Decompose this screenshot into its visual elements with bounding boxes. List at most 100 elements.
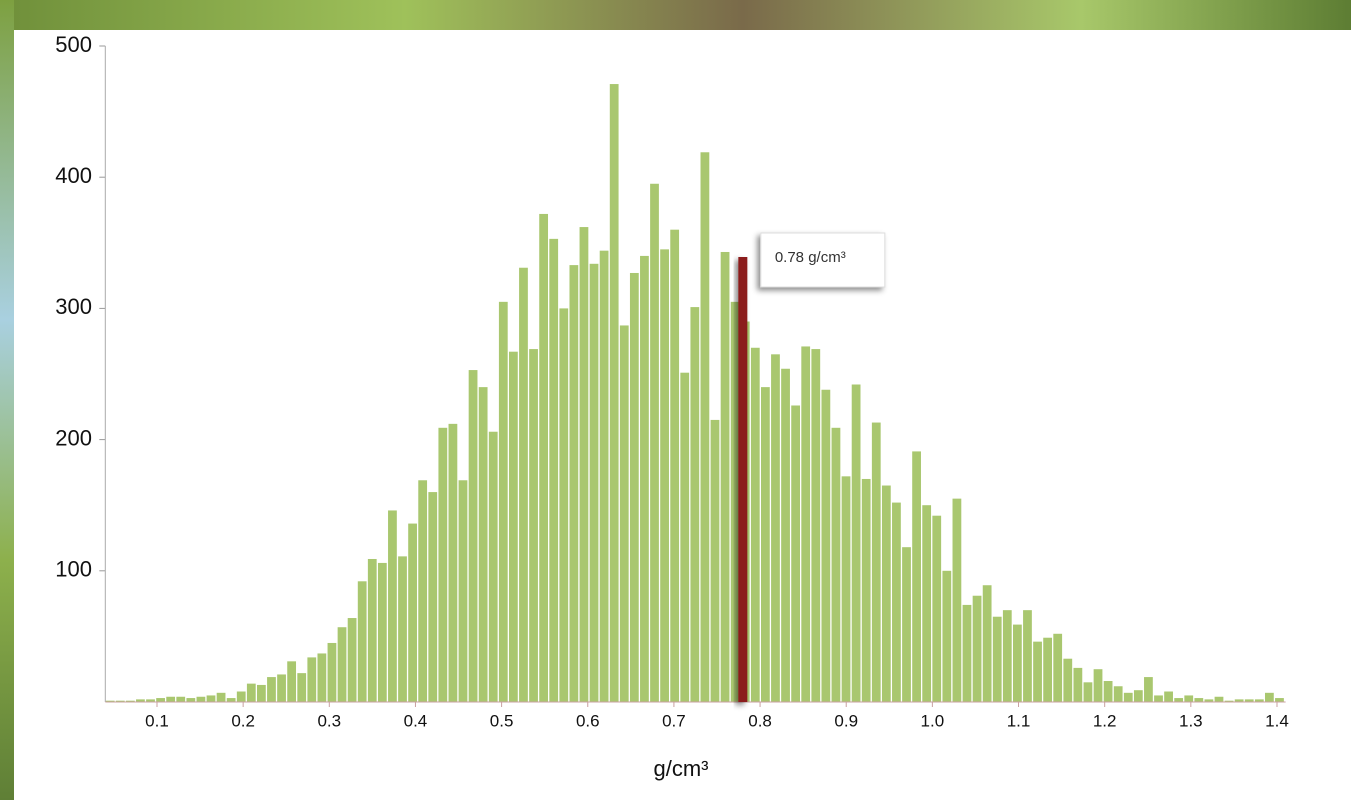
histogram-bar	[912, 451, 921, 702]
histogram-bar	[408, 524, 417, 702]
background-photo-left	[0, 0, 14, 800]
histogram-bar	[378, 563, 387, 702]
x-tick-label: 0.3	[317, 711, 341, 730]
x-tick-label: 0.8	[748, 711, 772, 730]
y-tick-label: 400	[55, 163, 92, 188]
histogram-bar	[1104, 681, 1113, 702]
histogram-bar	[418, 480, 427, 702]
histogram-bar	[338, 627, 347, 702]
histogram-bar	[922, 505, 931, 702]
y-tick-label: 200	[55, 425, 92, 450]
histogram-bar	[186, 698, 195, 702]
x-tick-label: 1.3	[1179, 711, 1203, 730]
histogram-bar	[358, 581, 367, 702]
x-tick-label: 0.2	[231, 711, 255, 730]
histogram-bar	[1134, 690, 1143, 702]
histogram-bar	[388, 510, 397, 702]
histogram-bar	[1114, 686, 1123, 702]
histogram-bar	[832, 428, 841, 702]
histogram-bar	[1073, 668, 1082, 702]
histogram-bar	[1033, 642, 1042, 702]
x-tick-label: 1.2	[1093, 711, 1117, 730]
x-tick-label: 0.6	[576, 711, 600, 730]
histogram-bar	[771, 354, 780, 702]
histogram-bar	[197, 697, 206, 702]
x-axis-label: g/cm³	[654, 756, 709, 781]
x-tick-label: 0.7	[662, 711, 686, 730]
histogram-bar	[953, 499, 962, 702]
histogram-bar	[156, 698, 165, 702]
histogram-bar	[1013, 625, 1022, 702]
histogram-bar	[932, 516, 941, 702]
histogram-bar	[449, 424, 458, 702]
histogram-bar	[438, 428, 447, 702]
histogram-bar	[1053, 634, 1062, 702]
x-tick-label: 1.1	[1007, 711, 1031, 730]
histogram-bar	[1124, 693, 1133, 702]
histogram-bar	[398, 556, 407, 702]
histogram-bar	[680, 373, 689, 702]
histogram-bar	[569, 265, 578, 702]
histogram-bar	[993, 617, 1002, 702]
histogram-bar	[297, 673, 306, 702]
histogram-bar	[852, 384, 861, 702]
histogram-bar	[287, 661, 296, 702]
histogram-bar	[811, 349, 820, 702]
histogram-bar	[983, 585, 992, 702]
background-photo-top	[0, 0, 1351, 30]
histogram-bar	[1215, 697, 1224, 702]
histogram-bar	[892, 503, 901, 702]
histogram-bar	[963, 605, 972, 702]
histogram-bar	[1184, 695, 1193, 702]
histogram-bar	[650, 184, 659, 702]
histogram-bar	[1154, 695, 1163, 702]
histogram-bar	[499, 302, 508, 702]
histogram-bar	[348, 618, 357, 702]
histogram-bar	[942, 571, 951, 702]
histogram-bar	[227, 698, 236, 702]
histogram-bar	[862, 479, 871, 702]
histogram-bar	[166, 697, 175, 702]
histogram-bar	[509, 352, 518, 702]
histogram-bar	[277, 674, 286, 702]
histogram-bar	[549, 239, 558, 702]
histogram-bar	[1003, 610, 1012, 702]
histogram-bar	[690, 307, 699, 702]
histogram-bar	[781, 369, 790, 702]
histogram-bar	[469, 370, 478, 702]
histogram-bar	[176, 697, 185, 702]
histogram-bar	[237, 692, 246, 702]
histogram-bar	[701, 152, 710, 702]
histogram-bar	[317, 653, 326, 702]
histogram-bar	[529, 349, 538, 702]
histogram-bar	[660, 249, 669, 702]
histogram-bar	[620, 325, 629, 702]
histogram-bar	[751, 348, 760, 702]
histogram-bar	[761, 387, 770, 702]
histogram-bar	[1194, 698, 1203, 702]
histogram-bar	[670, 230, 679, 702]
histogram-bar	[267, 677, 276, 702]
y-tick-label: 500	[55, 32, 92, 57]
histogram-bar	[489, 432, 498, 702]
histogram-bar	[307, 657, 316, 702]
histogram-bar	[842, 476, 851, 702]
histogram-bar	[1174, 698, 1183, 702]
histogram-bar	[479, 387, 488, 702]
histogram-bar	[882, 486, 891, 702]
histogram-bar	[1265, 693, 1274, 702]
histogram-bar	[207, 695, 216, 702]
histogram-bar	[1063, 659, 1072, 702]
x-tick-label: 0.9	[834, 711, 858, 730]
histogram-bar	[791, 405, 800, 702]
histogram-bar	[580, 227, 589, 702]
histogram-bar	[1275, 698, 1284, 702]
x-tick-label: 0.5	[490, 711, 514, 730]
histogram-bar	[519, 268, 528, 702]
histogram-bar	[328, 643, 337, 702]
histogram-bar	[217, 693, 226, 702]
histogram-bar	[257, 685, 266, 702]
histogram-bar	[1023, 610, 1032, 702]
histogram-bar	[610, 84, 619, 702]
histogram-bar	[902, 547, 911, 702]
